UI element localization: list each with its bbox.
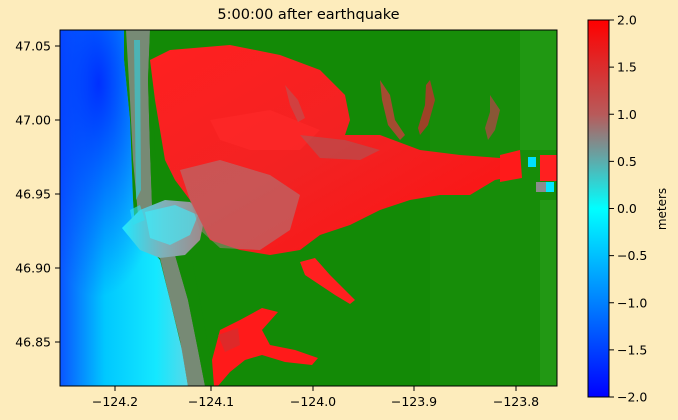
- south-river: [300, 258, 355, 304]
- north-river: [380, 80, 405, 140]
- colorbar-tick-label: 1.5: [617, 60, 637, 75]
- plot-frame: [59, 29, 558, 387]
- y-axis: 47.05 47.00 46.95 46.90 46.85: [15, 39, 60, 350]
- x-tick-label: −123.9: [391, 394, 437, 409]
- y-tick-label: 46.95: [15, 187, 51, 202]
- colorbar-tick-label: 0.5: [617, 154, 637, 169]
- colorbar: 2.0 1.5 1.0 0.5 0.0 −0.5 −1.0 −1.5 −2.0 meters: [587, 13, 669, 405]
- colorbar-tick-label: 2.0: [617, 13, 637, 28]
- map-area: [60, 30, 557, 386]
- colorbar-tick-label: 0.0: [617, 201, 637, 216]
- colorbar-label: meters: [655, 188, 669, 230]
- x-tick-label: −124.1: [188, 394, 234, 409]
- x-tick-label: −124.0: [290, 394, 336, 409]
- south-beach-spit: [160, 255, 205, 386]
- south-bay-inundation: [212, 308, 318, 386]
- colorbar-tick-label: −1.0: [617, 295, 647, 310]
- colorbar-gradient: [587, 19, 610, 398]
- x-tick-label: −123.8: [493, 394, 539, 409]
- colorbar-tick-label: −1.5: [617, 342, 647, 357]
- colorbar-tick-label: −0.5: [617, 248, 647, 263]
- y-tick-label: 46.90: [15, 261, 51, 276]
- colorbar-tick-label: 1.0: [617, 107, 637, 122]
- y-tick-label: 47.00: [15, 113, 51, 128]
- colorbar-tick-label: −2.0: [617, 390, 647, 405]
- y-tick-label: 46.85: [15, 335, 51, 350]
- plot-title: 5:00:00 after earthquake: [217, 7, 400, 23]
- x-tick-label: −124.2: [92, 394, 138, 409]
- x-axis: −124.2 −124.1 −124.0 −123.9 −123.8: [92, 386, 539, 409]
- colorbar-ticks: 2.0 1.5 1.0 0.5 0.0 −0.5 −1.0 −1.5 −2.0: [609, 13, 647, 405]
- y-tick-label: 47.05: [15, 39, 51, 54]
